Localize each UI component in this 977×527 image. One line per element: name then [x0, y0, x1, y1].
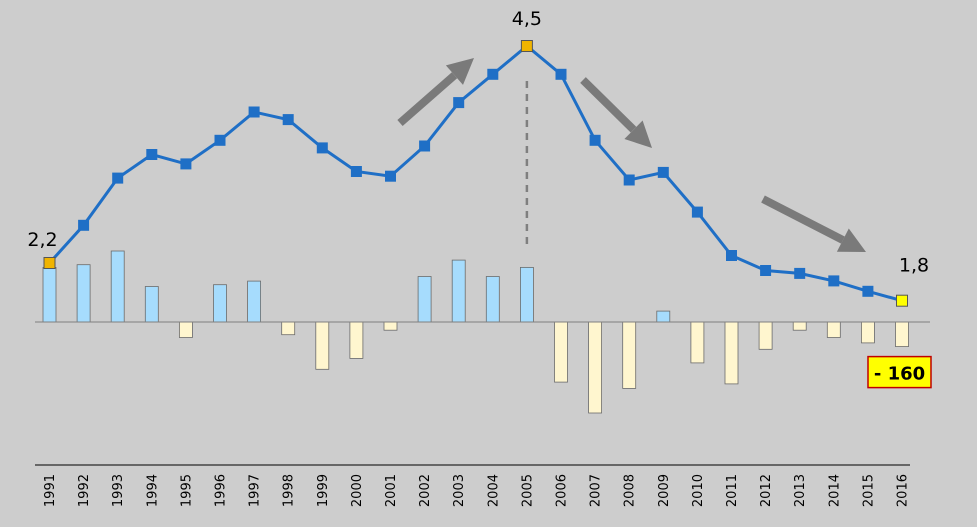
point-2010 — [691, 206, 703, 218]
point-1996 — [214, 134, 226, 146]
bar-2016 — [895, 321, 909, 348]
point-2003 — [453, 97, 465, 109]
x-tick-1996: 1996 — [214, 474, 229, 507]
arrow-down-1-shaft — [580, 77, 637, 133]
bar-1995 — [178, 321, 193, 338]
bar-1997 — [247, 280, 262, 323]
bar-2006 — [554, 321, 568, 383]
x-tick-1994: 1994 — [145, 474, 160, 507]
point-2002 — [419, 140, 431, 152]
point-2005 — [520, 40, 533, 52]
bar-2012 — [758, 321, 773, 350]
bar-2007 — [588, 321, 602, 414]
point-2009 — [657, 166, 669, 178]
bar-1999 — [315, 321, 330, 370]
x-tick-2011: 2011 — [725, 474, 740, 507]
line-points — [43, 40, 908, 307]
last-bar-label-box — [867, 355, 932, 389]
arrow-up-shaft — [397, 72, 458, 127]
x-tick-1998: 1998 — [282, 474, 297, 507]
arrow-down-2-head — [836, 228, 866, 252]
x-tick-2003: 2003 — [452, 474, 467, 507]
bar-2011 — [724, 321, 739, 385]
point-2014 — [828, 275, 840, 287]
bar-2002 — [417, 276, 432, 323]
x-tick-labels: 1991 1992 1993 1994 1995 1996 1997 1998 1999 2000… — [43, 474, 911, 507]
point-2011 — [726, 250, 737, 261]
bar-1992 — [76, 264, 91, 323]
point-2013 — [794, 267, 806, 279]
bar-2003 — [451, 259, 466, 323]
x-tick-2006: 2006 — [555, 474, 570, 507]
bar-2005 — [520, 266, 534, 323]
x-tick-2014: 2014 — [827, 474, 842, 507]
bar-2008 — [622, 321, 637, 389]
start-value-label: 2,2 — [27, 229, 57, 251]
point-2006 — [555, 68, 567, 80]
x-tick-2013: 2013 — [793, 474, 808, 507]
x-tick-1993: 1993 — [111, 474, 126, 507]
bar-1993 — [110, 250, 125, 323]
point-1998 — [282, 114, 294, 126]
point-2000 — [350, 166, 362, 177]
point-2016 — [896, 294, 908, 307]
x-tick-1999: 1999 — [316, 474, 331, 507]
bar-2000 — [349, 321, 364, 359]
x-tick-2002: 2002 — [418, 474, 433, 507]
x-tick-1991: 1991 — [43, 474, 58, 507]
bar-2015 — [861, 321, 875, 344]
arrow-down-1-head — [624, 120, 652, 148]
point-2007 — [589, 134, 601, 146]
point-2008 — [623, 174, 635, 186]
bar-2010 — [690, 321, 705, 364]
x-tick-2005: 2005 — [520, 474, 535, 507]
point-2001 — [385, 170, 396, 182]
arrow-down-2 — [761, 195, 866, 252]
point-1997 — [248, 106, 260, 118]
trend-arrows — [397, 58, 866, 252]
point-1994 — [146, 149, 158, 160]
point-1993 — [112, 172, 124, 184]
arrow-up-head — [445, 58, 474, 85]
x-tick-2008: 2008 — [623, 474, 638, 507]
x-tick-2007: 2007 — [589, 474, 604, 507]
point-2012 — [760, 265, 772, 276]
last-bar-value-label: - 160 — [874, 364, 925, 385]
x-tick-2004: 2004 — [486, 474, 501, 507]
bar-1994 — [144, 286, 159, 323]
x-tick-2009: 2009 — [657, 474, 672, 507]
x-tick-2000: 2000 — [350, 474, 365, 507]
line-series — [48, 44, 903, 303]
x-tick-1995: 1995 — [179, 474, 194, 507]
x-tick-1997: 1997 — [248, 474, 263, 507]
arrow-down-1 — [580, 77, 652, 148]
arrow-up — [397, 58, 474, 127]
x-tick-2016: 2016 — [896, 474, 911, 507]
x-tick-2012: 2012 — [759, 474, 774, 507]
x-tick-2015: 2015 — [861, 474, 876, 507]
bar-2004 — [485, 276, 500, 323]
bar-1998 — [281, 321, 296, 336]
bar-2013 — [792, 321, 807, 331]
bar-1996 — [213, 284, 227, 323]
x-tick-1992: 1992 — [77, 474, 92, 507]
point-1991 — [43, 257, 56, 269]
point-1999 — [316, 142, 328, 154]
bar-series — [42, 250, 909, 414]
bar-2009 — [656, 310, 671, 323]
bar-1991 — [42, 266, 57, 323]
end-value-label: 1,8 — [899, 255, 929, 277]
point-1992 — [78, 219, 90, 231]
arrow-down-2-shaft — [761, 195, 845, 244]
x-tick-2010: 2010 — [691, 474, 706, 507]
bar-2001 — [383, 321, 398, 331]
x-tick-2001: 2001 — [384, 474, 399, 507]
point-1995 — [180, 158, 192, 170]
point-2015 — [862, 285, 874, 297]
point-2004 — [487, 68, 499, 80]
bar-2014 — [826, 321, 841, 338]
peak-value-label: 4,5 — [512, 8, 542, 30]
